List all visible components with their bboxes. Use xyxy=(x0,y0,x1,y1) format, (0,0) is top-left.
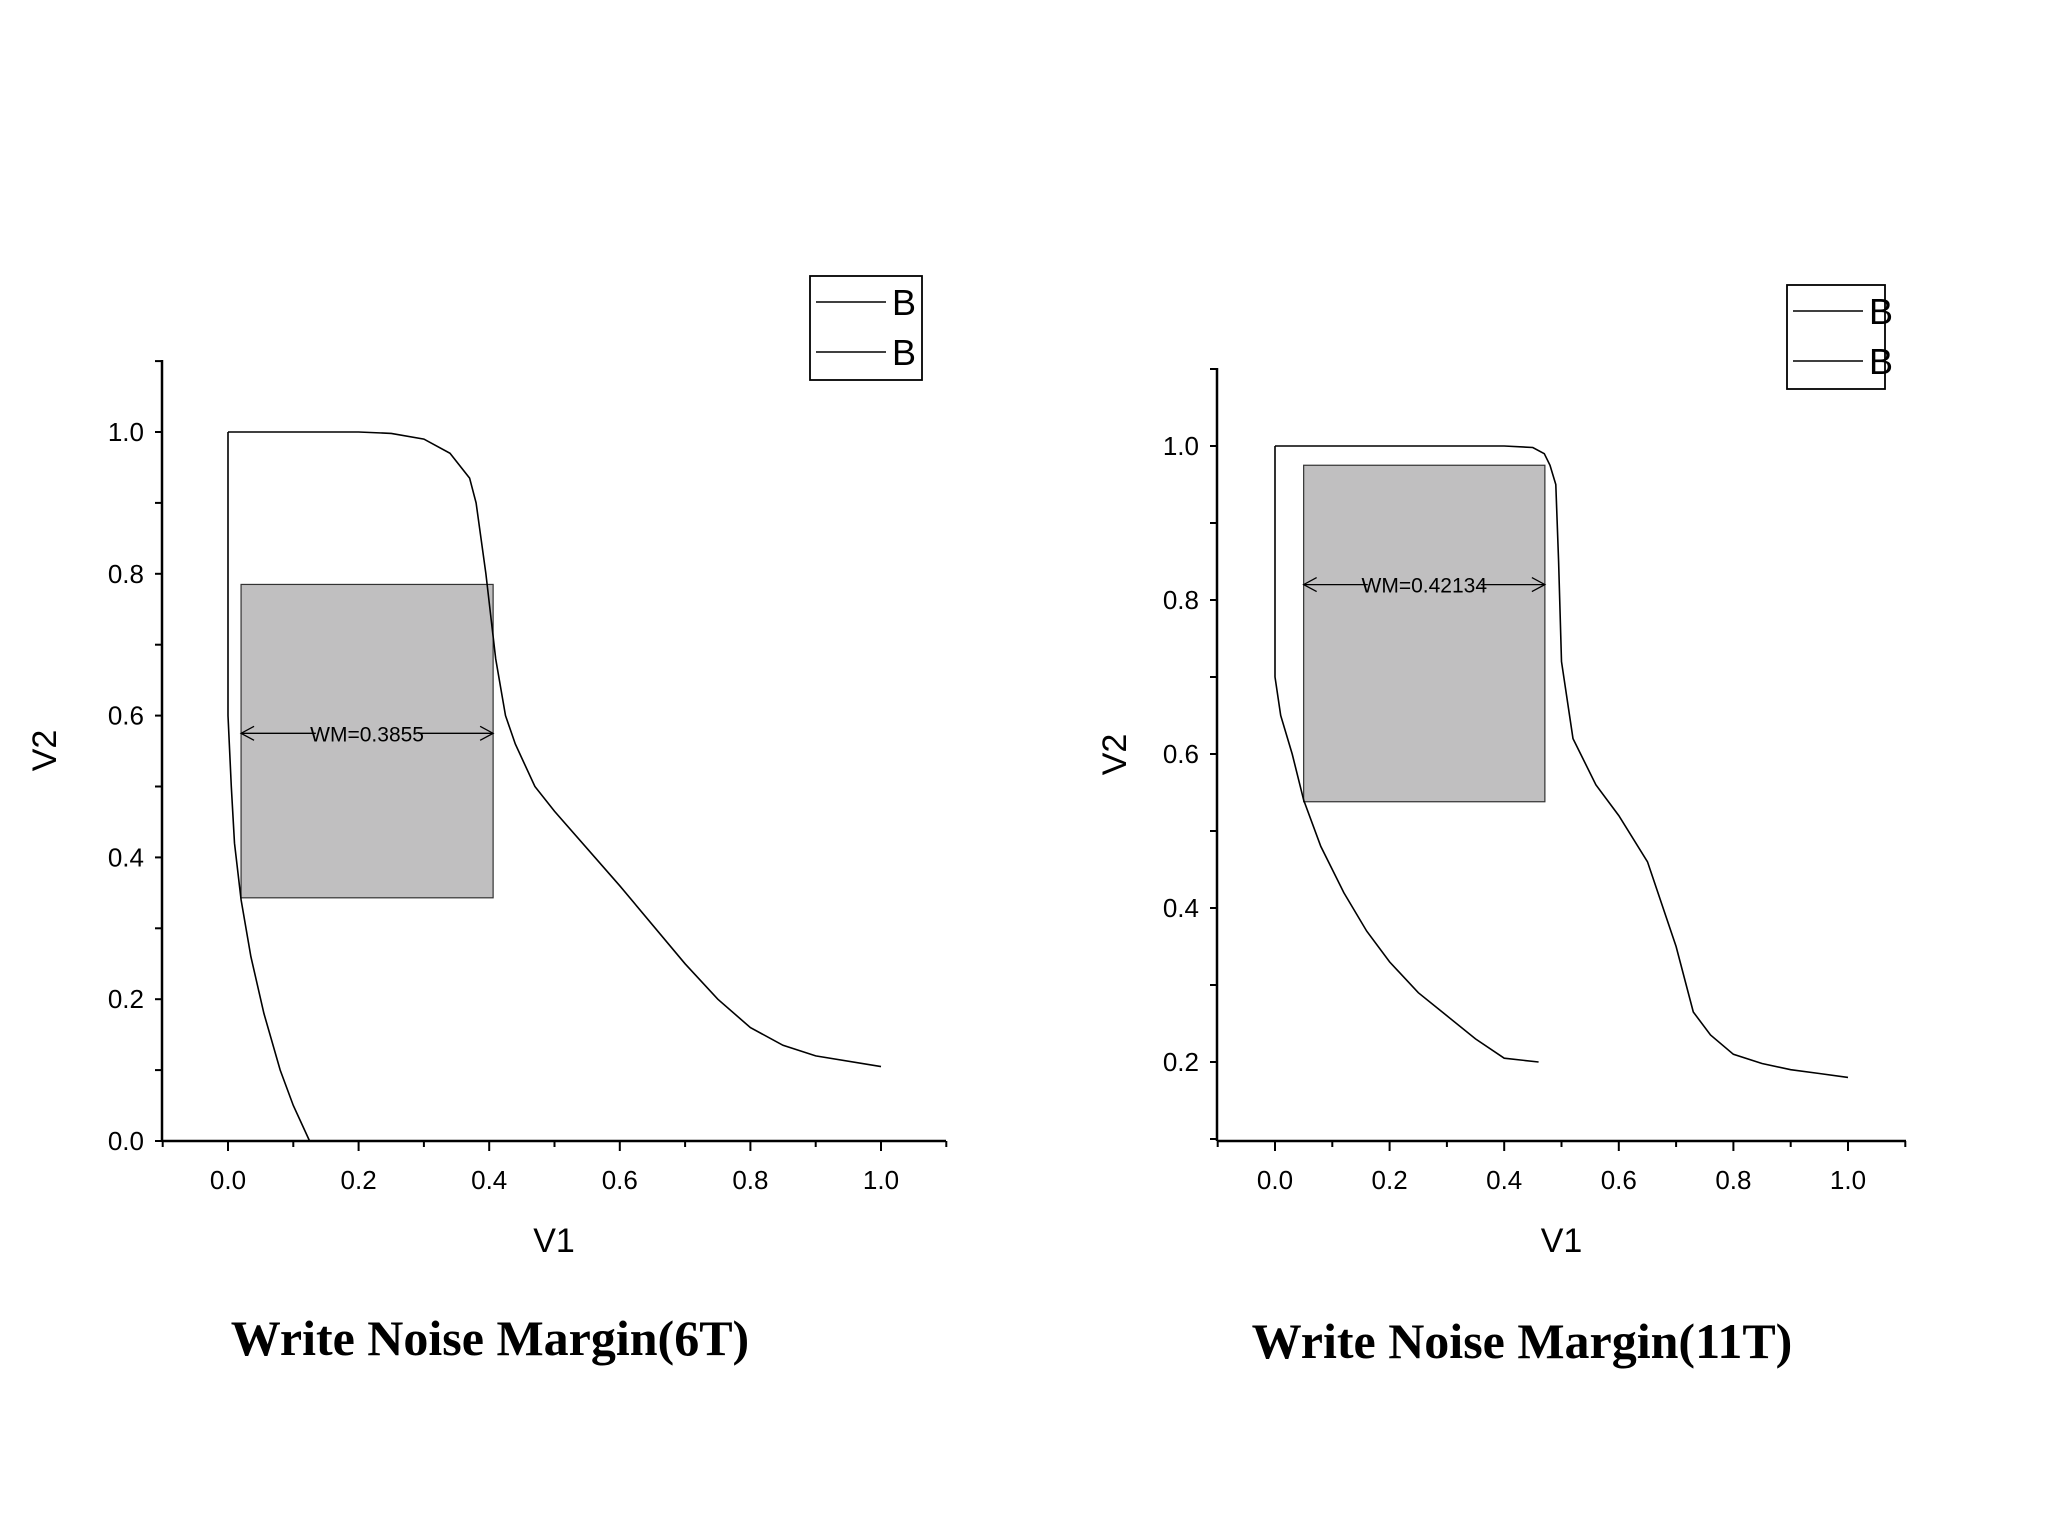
series-line-1 xyxy=(1274,446,1539,1063)
y-tick-label: 0.2 xyxy=(108,984,144,1014)
legend-entry: B xyxy=(892,332,916,373)
legend: BB xyxy=(809,275,923,381)
y-tick-label: 0.4 xyxy=(1163,893,1199,923)
y-tick-label: 0.4 xyxy=(108,842,144,872)
noise-margin-box xyxy=(1303,464,1546,803)
y-tick-label: 0.8 xyxy=(108,559,144,589)
x-tick-label: 0.8 xyxy=(1715,1165,1751,1195)
wm-label: WM=0.42134 xyxy=(1362,575,1488,598)
y-axis-label: V2 xyxy=(26,730,64,772)
y-axis-label: V2 xyxy=(1096,734,1134,776)
series-line-2 xyxy=(228,431,882,1068)
series-line-2 xyxy=(1275,445,1849,1079)
x-tick-label: 0.0 xyxy=(210,1165,246,1195)
legend-box xyxy=(809,275,923,381)
x-tick-label: 0.6 xyxy=(1601,1165,1637,1195)
y-tick-label: 0.6 xyxy=(1163,739,1199,769)
plots-layer: WM=0.3855 0.0 0.2 0.4 0.6 0.8 1.0 0.0 0.2 0.4 0.6 0… xyxy=(26,275,1907,1260)
x-tick-label: 0.6 xyxy=(602,1165,638,1195)
x-tick-label: 0.8 xyxy=(732,1165,768,1195)
y-tick-label: 1.0 xyxy=(1163,431,1199,461)
x-tick-label: 0.4 xyxy=(471,1165,507,1195)
legend-entry: B xyxy=(1869,341,1893,382)
y-tick-label: 1.0 xyxy=(108,417,144,447)
y-tick-label: 0.0 xyxy=(108,1126,144,1156)
caption-11t: Write Noise Margin(11T) xyxy=(1252,1313,1793,1369)
wm-arrowhead-right xyxy=(479,725,495,741)
x-axis-label: V1 xyxy=(533,1222,575,1260)
x-tick-label: 0.2 xyxy=(341,1165,377,1195)
x-tick-label: 1.0 xyxy=(863,1165,899,1195)
wm-arrowhead-right xyxy=(1531,577,1547,593)
chart-11t: WM=0.42134 0.0 0.2 0.4 0.6 0.8 1.0 0.2 0.4 0.6 0.8… xyxy=(1096,284,1907,1260)
x-tick-label: 0.0 xyxy=(1257,1165,1293,1195)
x-tick-label: 1.0 xyxy=(1830,1165,1866,1195)
noise-margin-box xyxy=(240,583,494,899)
chart-6t: WM=0.3855 0.0 0.2 0.4 0.6 0.8 1.0 0.0 0.2 0.4 0.6 0… xyxy=(26,275,948,1260)
wm-label: WM=0.3855 xyxy=(310,723,424,746)
wm-arrowhead-left xyxy=(239,725,255,741)
y-tick-label: 0.6 xyxy=(108,701,144,731)
x-tick-label: 0.4 xyxy=(1486,1165,1522,1195)
legend: BB xyxy=(1786,284,1893,390)
x-axis-label: V1 xyxy=(1541,1222,1583,1260)
x-tick-label: 0.2 xyxy=(1372,1165,1408,1195)
legend-entry: B xyxy=(892,282,916,323)
legend-box xyxy=(1786,284,1886,390)
wm-arrowhead-left xyxy=(1302,577,1317,593)
caption-6t: Write Noise Margin(6T) xyxy=(231,1310,749,1366)
series-line-1 xyxy=(227,432,311,1142)
legend-entry: B xyxy=(1869,291,1893,332)
y-tick-label: 0.8 xyxy=(1163,585,1199,615)
y-tick-label: 0.2 xyxy=(1163,1047,1199,1077)
